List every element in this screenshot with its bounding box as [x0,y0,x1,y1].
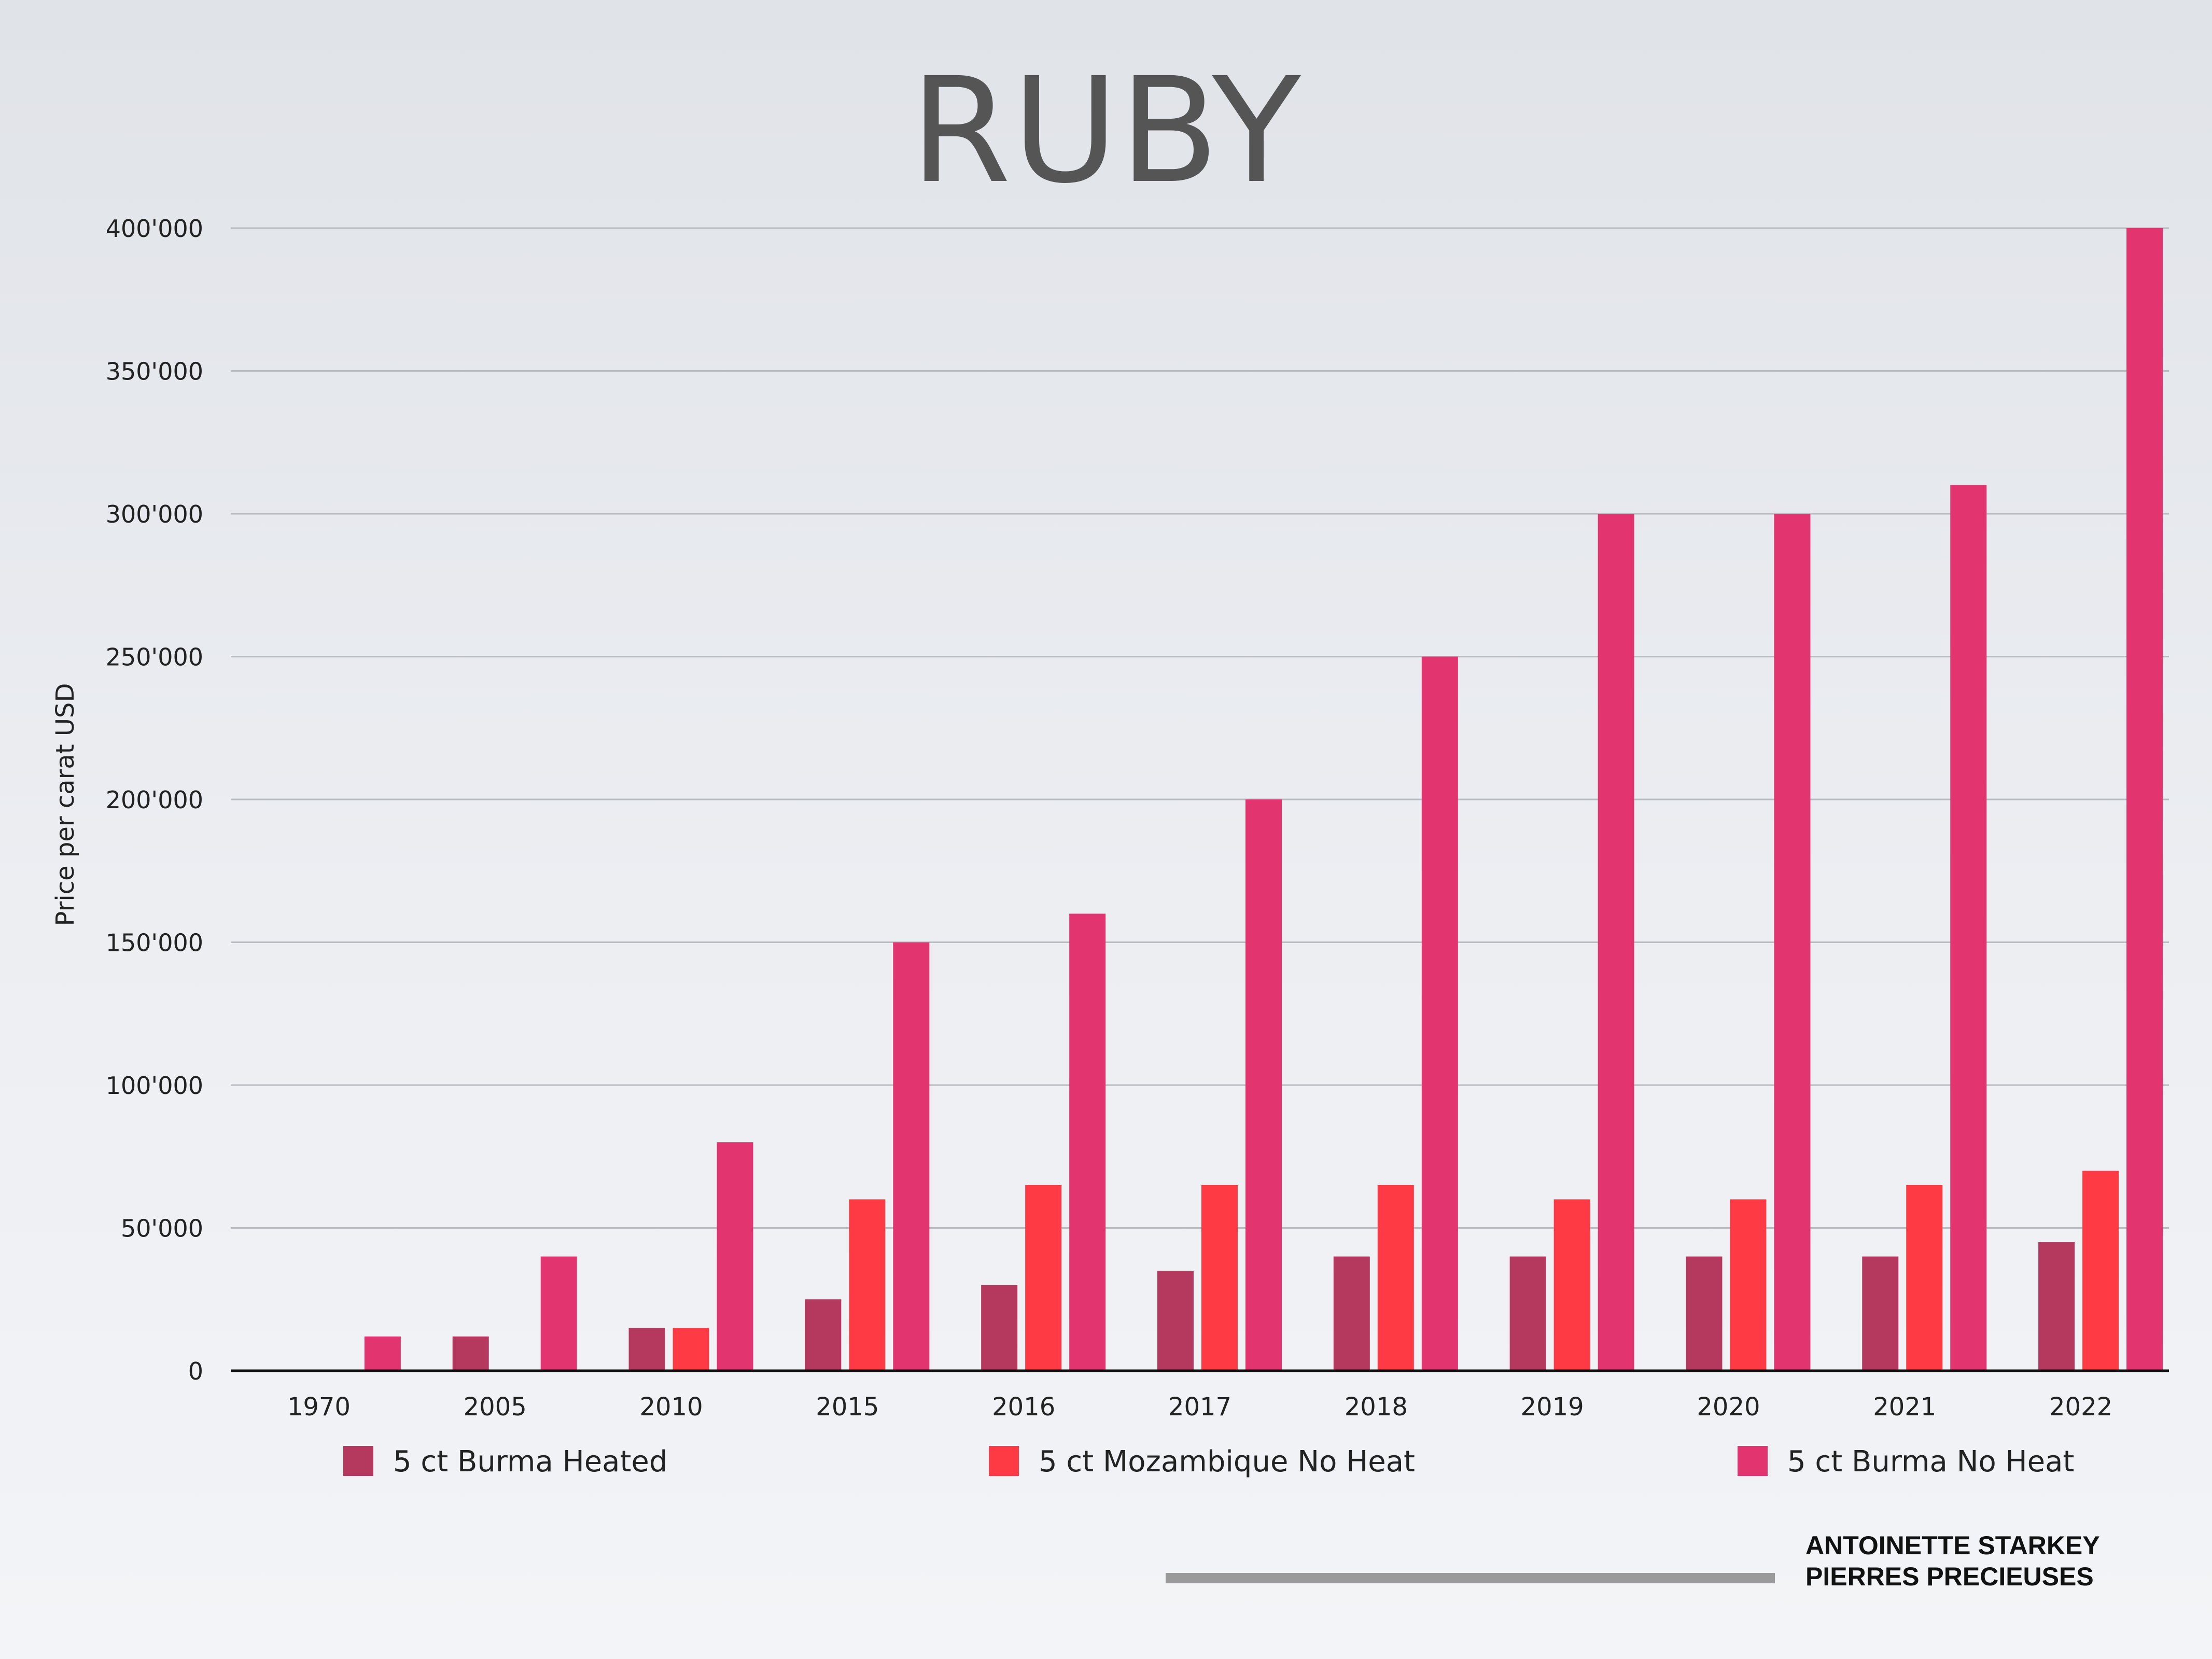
legend-label-burma-no-heat: 5 ct Burma No Heat [1787,1445,2075,1479]
bar-5-ct-burma-no-heat-2005 [540,1256,577,1371]
y-tick-label: 400'000 [106,215,203,243]
y-axis-label: Price per carat USD [51,683,80,926]
bar-5-ct-mozambique-no-heat-2015 [849,1199,886,1371]
brand-subtitle: PIERRES PRECIEUSES [1805,1562,2094,1591]
x-axis-ticks: 1970 2005 2010 2015 2016 2017 2018 2019 2020 2021… [287,1393,2112,1422]
y-tick-label: 50'000 [121,1215,203,1243]
brand-name: ANTOINETTE STARKEY [1805,1531,2100,1560]
bar-5-ct-burma-no-heat-2022 [2126,228,2163,1371]
x-tick-label-2019: 2019 [1521,1393,1584,1422]
bar-5-ct-burma-no-heat-2017 [1245,799,1282,1371]
bar-5-ct-burma-heated-2019 [1509,1256,1546,1371]
bar-5-ct-burma-heated-2020 [1686,1256,1723,1371]
y-tick-label: 150'000 [106,929,203,957]
x-tick-label-2017: 2017 [1168,1393,1231,1422]
legend-swatch-burma-heated [343,1446,373,1476]
legend-swatch-mozambique-no-heat [989,1446,1019,1476]
legend-label-mozambique-no-heat: 5 ct Mozambique No Heat [1039,1445,1416,1479]
bar-5-ct-burma-no-heat-2010 [717,1142,753,1371]
bar-5-ct-mozambique-no-heat-2019 [1553,1199,1590,1371]
y-axis-ticks: 0 50'000 100'000 150'000 200'000 250'000 300'0… [106,215,203,1385]
bar-5-ct-mozambique-no-heat-2022 [2082,1171,2119,1371]
bar-5-ct-burma-heated-2015 [805,1299,842,1371]
bar-5-ct-burma-heated-2010 [628,1328,665,1371]
bar-5-ct-mozambique-no-heat-2010 [673,1328,709,1371]
bar-5-ct-burma-heated-2022 [2038,1242,2075,1371]
y-tick-label: 100'000 [106,1072,203,1100]
x-tick-label-2016: 2016 [992,1393,1055,1422]
x-tick-label-2005: 2005 [464,1393,527,1422]
bar-5-ct-burma-heated-2018 [1333,1256,1370,1371]
y-tick-label: 250'000 [106,643,203,671]
bar-5-ct-burma-heated-2021 [1862,1256,1899,1371]
x-tick-label-2021: 2021 [1873,1393,1936,1422]
bar-5-ct-mozambique-no-heat-2021 [1906,1185,1943,1371]
bar-5-ct-burma-no-heat-1970 [364,1336,401,1371]
bar-5-ct-burma-no-heat-2021 [1950,485,1987,1371]
bar-5-ct-burma-no-heat-2020 [1774,514,1811,1371]
x-tick-label-2018: 2018 [1345,1393,1408,1422]
y-tick-label: 0 [188,1357,203,1385]
bar-5-ct-burma-no-heat-2016 [1069,913,1106,1371]
bar-5-ct-burma-heated-2005 [452,1336,489,1371]
bar-5-ct-burma-no-heat-2018 [1421,656,1458,1371]
y-tick-label: 300'000 [106,500,203,528]
legend-label-burma-heated: 5 ct Burma Heated [393,1445,668,1479]
bar-5-ct-burma-heated-2016 [981,1285,1018,1371]
x-tick-label-2015: 2015 [816,1393,879,1422]
bars [364,228,2163,1371]
x-tick-label-2020: 2020 [1697,1393,1760,1422]
bar-5-ct-mozambique-no-heat-2016 [1025,1185,1062,1371]
y-tick-label: 350'000 [106,358,203,386]
x-tick-label-2022: 2022 [2049,1393,2112,1422]
bar-5-ct-mozambique-no-heat-2017 [1201,1185,1238,1371]
bar-5-ct-burma-no-heat-2019 [1598,514,1634,1371]
bar-5-ct-burma-heated-2017 [1157,1271,1194,1371]
bar-5-ct-burma-no-heat-2015 [893,942,930,1371]
gridlines [231,227,2169,1229]
bar-5-ct-mozambique-no-heat-2018 [1377,1185,1414,1371]
y-tick-label: 200'000 [106,786,203,814]
x-tick-label-2010: 2010 [639,1393,703,1422]
legend-swatch-burma-no-heat [1738,1446,1768,1476]
brand-divider-bar [1166,1573,1775,1583]
bar-5-ct-mozambique-no-heat-2020 [1730,1199,1767,1371]
x-tick-label-1970: 1970 [287,1393,351,1422]
chart-title: RUBY [910,47,1302,216]
